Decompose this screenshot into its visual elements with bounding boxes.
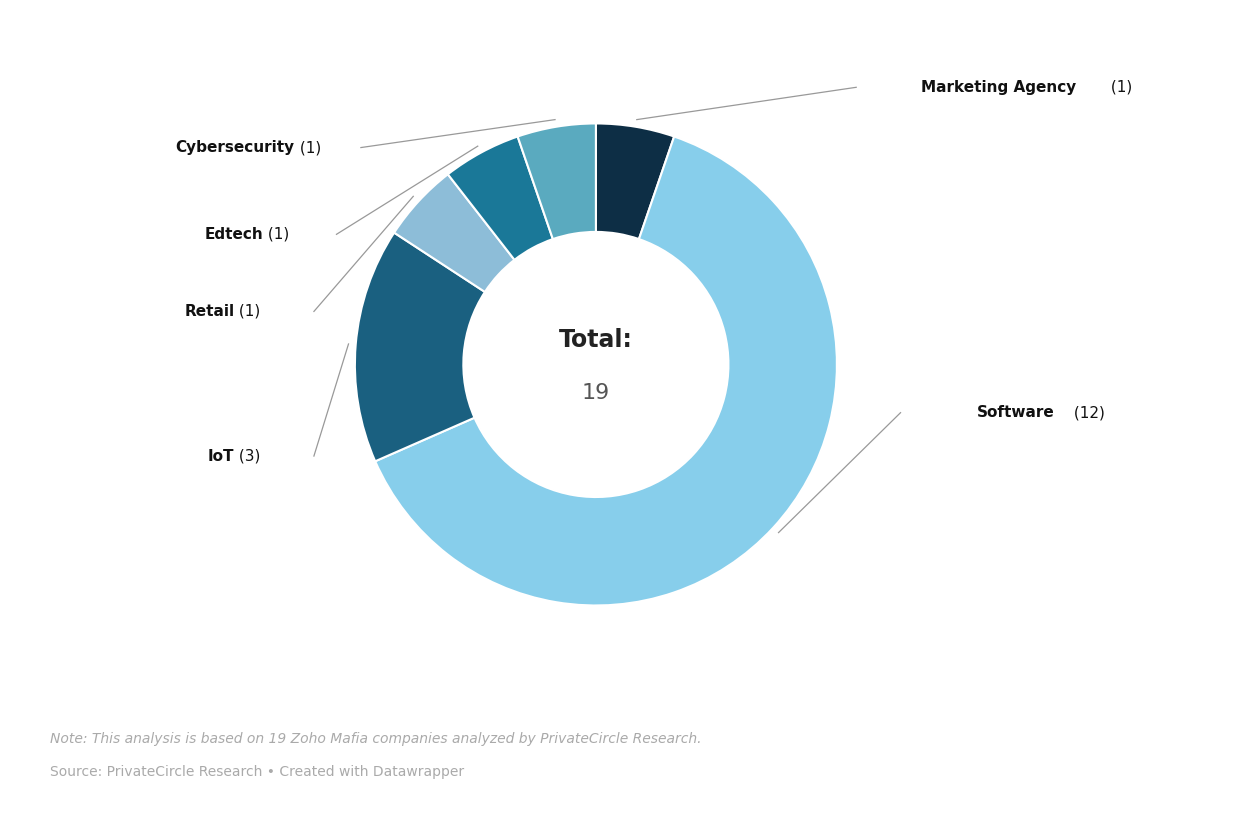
Text: (3): (3) (234, 448, 260, 464)
Text: Software: Software (977, 405, 1054, 420)
Text: Note: This analysis is based on 19 Zoho Mafia companies analyzed by PrivateCircl: Note: This analysis is based on 19 Zoho … (50, 732, 701, 746)
Text: Edtech: Edtech (205, 227, 263, 241)
Wedge shape (394, 174, 515, 292)
Wedge shape (448, 137, 553, 260)
Wedge shape (596, 124, 675, 239)
Text: Cybersecurity: Cybersecurity (176, 140, 295, 155)
Text: Total:: Total: (559, 329, 632, 353)
Text: (1): (1) (263, 227, 290, 241)
Text: Marketing Agency: Marketing Agency (921, 80, 1076, 95)
Wedge shape (517, 124, 596, 239)
Text: (1): (1) (1106, 80, 1132, 95)
Wedge shape (355, 232, 485, 461)
Text: Source: PrivateCircle Research • Created with Datawrapper: Source: PrivateCircle Research • Created… (50, 765, 464, 779)
Text: 19: 19 (582, 383, 610, 404)
Text: (1): (1) (234, 304, 260, 319)
Text: IoT: IoT (208, 448, 234, 464)
Text: Retail: Retail (185, 304, 234, 319)
Wedge shape (376, 137, 837, 606)
Text: (1): (1) (295, 140, 321, 155)
Text: (12): (12) (1069, 405, 1105, 420)
